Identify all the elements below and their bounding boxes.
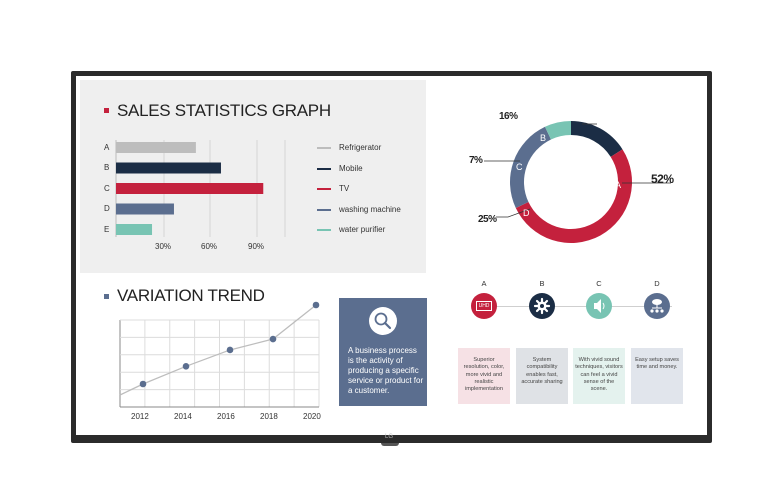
category-label-e: E bbox=[104, 225, 110, 234]
trend-point-2016 bbox=[226, 346, 234, 354]
segment-letter-d: D bbox=[523, 208, 530, 218]
trend-point-2020 bbox=[312, 301, 320, 309]
legend-swatch-mobile bbox=[317, 168, 331, 170]
uhd-icon-label: UHD bbox=[476, 301, 492, 311]
category-label-b: B bbox=[104, 163, 110, 172]
display-stand bbox=[381, 443, 399, 446]
network-icon-graphic bbox=[650, 299, 664, 313]
tick-90: 90% bbox=[248, 242, 265, 251]
legend-label-refrigerator: Refrigerator bbox=[339, 143, 382, 152]
category-label-c: C bbox=[104, 184, 110, 193]
donut-chart bbox=[484, 121, 671, 244]
feature-text-b: System compatibility enables fast, accur… bbox=[521, 357, 563, 385]
sales-title: SALES STATISTICS GRAPH bbox=[117, 101, 331, 120]
feature-letter-c: C bbox=[596, 279, 602, 288]
legend-swatch-tv bbox=[317, 188, 331, 190]
description-text: A business process is the activity of pr… bbox=[348, 346, 424, 395]
variation-title: VARIATION TREND bbox=[117, 286, 265, 305]
donut-segment-c bbox=[545, 121, 571, 140]
magnifier-icon bbox=[369, 307, 397, 335]
category-label-d: D bbox=[104, 204, 110, 213]
variation-line-chart bbox=[119, 301, 320, 408]
trend-points bbox=[139, 301, 320, 388]
year-label-2016: 2016 bbox=[217, 412, 235, 421]
donut-label-a: 52% bbox=[651, 172, 674, 186]
legend-swatch-water-purifier bbox=[317, 229, 331, 231]
feature-letter-b: B bbox=[539, 279, 545, 288]
segment-letter-c: C bbox=[516, 162, 523, 172]
legend-label-water-purifier: water purifier bbox=[339, 225, 386, 234]
tick-30: 30% bbox=[155, 242, 172, 251]
feature-connector-line bbox=[474, 306, 672, 307]
feature-box-c: With vivid sound techniques, visitors ca… bbox=[573, 348, 625, 404]
network-icon bbox=[644, 293, 670, 319]
speaker-icon bbox=[586, 293, 612, 319]
legend-swatch-washing-machine bbox=[317, 209, 331, 211]
feature-box-a: Superior resolution, color, more vivid a… bbox=[458, 348, 510, 404]
trend-point-2018 bbox=[269, 335, 277, 343]
trend-point-2014 bbox=[182, 362, 190, 370]
bar-water-purifier bbox=[116, 224, 153, 235]
gear-icon bbox=[529, 293, 555, 319]
feature-text-d: Easy setup saves time and money. bbox=[635, 357, 679, 371]
leader-line-d bbox=[496, 208, 531, 218]
donut-segment-d bbox=[510, 126, 551, 208]
uhd-icon: UHD bbox=[471, 293, 497, 319]
sales-bar-chart bbox=[115, 140, 286, 237]
year-label-2014: 2014 bbox=[174, 412, 192, 421]
legend-label-tv: TV bbox=[339, 184, 350, 193]
description-box: A business process is the activity of pr… bbox=[339, 298, 427, 406]
segment-letter-b: B bbox=[540, 133, 547, 143]
display-screen: SALES STATISTICS GRAPH A B C D E 30% 60%… bbox=[76, 76, 707, 435]
legend-swatch-refrigerator bbox=[317, 147, 331, 149]
trend-point-2012 bbox=[139, 380, 147, 388]
donut-segments bbox=[510, 121, 632, 244]
bar-refrigerator bbox=[116, 142, 196, 153]
bar-washing-machine bbox=[116, 203, 174, 215]
bars-layer bbox=[116, 142, 264, 235]
segment-letter-a: A bbox=[615, 180, 622, 190]
feature-letter-a: A bbox=[481, 279, 487, 288]
speaker-icon-graphic bbox=[594, 299, 605, 313]
donut-label-b: 16% bbox=[499, 111, 518, 122]
feature-letter-d: D bbox=[654, 279, 660, 288]
feature-text-c: With vivid sound techniques, visitors ca… bbox=[575, 357, 623, 393]
donut-segment-b bbox=[571, 121, 623, 157]
category-label-a: A bbox=[104, 143, 110, 152]
bar-mobile bbox=[116, 162, 221, 174]
year-label-2020: 2020 bbox=[303, 412, 321, 421]
year-label-2018: 2018 bbox=[260, 412, 278, 421]
brand-logo: LG bbox=[385, 434, 394, 440]
legend-label-mobile: Mobile bbox=[339, 164, 363, 173]
donut-segment-a bbox=[515, 149, 632, 244]
feature-box-b: System compatibility enables fast, accur… bbox=[516, 348, 568, 404]
tick-60: 60% bbox=[201, 242, 218, 251]
feature-text-a: Superior resolution, color, more vivid a… bbox=[463, 357, 505, 393]
trend-line bbox=[119, 304, 317, 396]
feature-box-d: Easy setup saves time and money. bbox=[631, 348, 683, 404]
sales-panel: SALES STATISTICS GRAPH A B C D E 30% 60%… bbox=[80, 80, 426, 273]
variation-title-marker bbox=[104, 294, 109, 299]
sales-title-marker bbox=[104, 108, 109, 113]
trend-grid bbox=[119, 319, 320, 408]
year-label-2012: 2012 bbox=[131, 412, 149, 421]
donut-label-d: 25% bbox=[478, 214, 497, 225]
gear-icon-graphic bbox=[533, 297, 551, 315]
legend-label-washing-machine: washing machine bbox=[339, 205, 401, 214]
bar-tv bbox=[116, 183, 264, 194]
donut-label-c: 7% bbox=[469, 155, 483, 166]
